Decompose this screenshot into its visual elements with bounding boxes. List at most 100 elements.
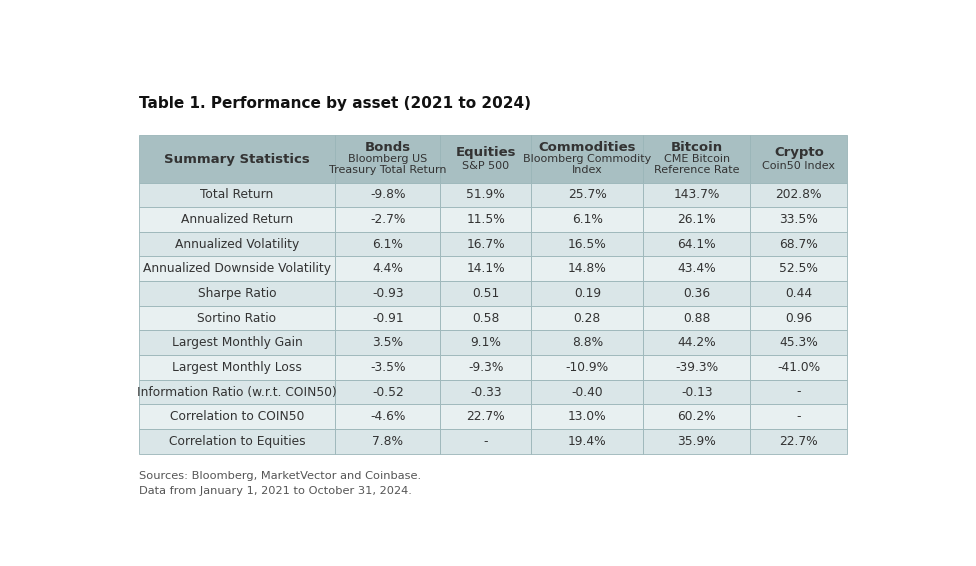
- Text: Largest Monthly Gain: Largest Monthly Gain: [172, 336, 303, 349]
- Text: -0.13: -0.13: [681, 385, 712, 398]
- Bar: [751, 135, 847, 183]
- Text: Total Return: Total Return: [200, 188, 273, 201]
- Bar: [139, 429, 336, 453]
- Text: 0.58: 0.58: [472, 312, 500, 324]
- Text: 25.7%: 25.7%: [568, 188, 607, 201]
- Text: Bloomberg US: Bloomberg US: [348, 154, 427, 164]
- Text: -39.3%: -39.3%: [675, 361, 718, 374]
- Bar: [751, 256, 847, 281]
- Bar: [643, 135, 751, 183]
- Text: Information Ratio (w.r.t. COIN50): Information Ratio (w.r.t. COIN50): [137, 385, 337, 398]
- Text: 0.51: 0.51: [472, 287, 500, 300]
- Text: 6.1%: 6.1%: [372, 238, 403, 251]
- Text: -0.40: -0.40: [572, 385, 603, 398]
- Bar: [531, 281, 643, 306]
- Bar: [531, 306, 643, 331]
- Text: Reference Rate: Reference Rate: [654, 165, 740, 175]
- Bar: [440, 306, 531, 331]
- Bar: [336, 306, 440, 331]
- Text: 16.5%: 16.5%: [568, 238, 607, 251]
- Bar: [643, 207, 751, 232]
- Bar: [531, 256, 643, 281]
- Bar: [751, 281, 847, 306]
- Text: 202.8%: 202.8%: [776, 188, 822, 201]
- Text: -41.0%: -41.0%: [777, 361, 821, 374]
- Text: CME Bitcoin: CME Bitcoin: [664, 154, 730, 164]
- Text: Coin50 Index: Coin50 Index: [762, 161, 835, 170]
- Text: 9.1%: 9.1%: [470, 336, 501, 349]
- Text: -0.91: -0.91: [372, 312, 403, 324]
- Bar: [440, 429, 531, 453]
- Bar: [643, 331, 751, 355]
- Text: Largest Monthly Loss: Largest Monthly Loss: [172, 361, 302, 374]
- Text: Summary Statistics: Summary Statistics: [164, 152, 309, 165]
- Bar: [336, 429, 440, 453]
- Bar: [139, 331, 336, 355]
- Bar: [643, 306, 751, 331]
- Text: 3.5%: 3.5%: [372, 336, 403, 349]
- Bar: [139, 232, 336, 256]
- Bar: [751, 306, 847, 331]
- Text: -: -: [796, 385, 801, 398]
- Text: 22.7%: 22.7%: [467, 410, 505, 423]
- Bar: [751, 183, 847, 207]
- Text: Commodities: Commodities: [539, 141, 636, 154]
- Bar: [139, 207, 336, 232]
- Text: 0.36: 0.36: [683, 287, 711, 300]
- Text: Annualized Volatility: Annualized Volatility: [175, 238, 299, 251]
- Text: 0.88: 0.88: [683, 312, 711, 324]
- Text: Sharpe Ratio: Sharpe Ratio: [198, 287, 276, 300]
- Bar: [531, 355, 643, 380]
- Bar: [531, 429, 643, 453]
- Bar: [751, 232, 847, 256]
- Text: 44.2%: 44.2%: [677, 336, 716, 349]
- Bar: [751, 404, 847, 429]
- Bar: [751, 380, 847, 404]
- Bar: [440, 380, 531, 404]
- Bar: [139, 355, 336, 380]
- Text: -9.8%: -9.8%: [370, 188, 405, 201]
- Text: -: -: [796, 410, 801, 423]
- Text: Table 1. Performance by asset (2021 to 2024): Table 1. Performance by asset (2021 to 2…: [139, 96, 531, 112]
- Text: 19.4%: 19.4%: [568, 435, 607, 448]
- Bar: [139, 404, 336, 429]
- Text: Correlation to COIN50: Correlation to COIN50: [170, 410, 305, 423]
- Text: 0.28: 0.28: [574, 312, 601, 324]
- Text: 43.4%: 43.4%: [677, 262, 716, 275]
- Bar: [440, 404, 531, 429]
- Text: 51.9%: 51.9%: [467, 188, 506, 201]
- Text: Index: Index: [572, 165, 603, 175]
- Text: 35.9%: 35.9%: [677, 435, 716, 448]
- Text: 33.5%: 33.5%: [780, 213, 818, 226]
- Bar: [139, 281, 336, 306]
- Text: 64.1%: 64.1%: [677, 238, 716, 251]
- Bar: [751, 207, 847, 232]
- Bar: [336, 404, 440, 429]
- Bar: [531, 232, 643, 256]
- Bar: [336, 232, 440, 256]
- Bar: [336, 331, 440, 355]
- Bar: [531, 183, 643, 207]
- Bar: [643, 355, 751, 380]
- Bar: [139, 306, 336, 331]
- Text: Equities: Equities: [456, 146, 516, 159]
- Text: S&P 500: S&P 500: [463, 161, 509, 170]
- Bar: [336, 355, 440, 380]
- Text: -0.33: -0.33: [469, 385, 502, 398]
- Bar: [531, 404, 643, 429]
- Text: 7.8%: 7.8%: [372, 435, 403, 448]
- Bar: [643, 256, 751, 281]
- Text: 6.1%: 6.1%: [572, 213, 603, 226]
- Text: 52.5%: 52.5%: [780, 262, 818, 275]
- Bar: [440, 183, 531, 207]
- Text: 45.3%: 45.3%: [780, 336, 818, 349]
- Bar: [139, 183, 336, 207]
- Text: Bitcoin: Bitcoin: [671, 141, 723, 154]
- Bar: [440, 207, 531, 232]
- Text: 26.1%: 26.1%: [677, 213, 716, 226]
- Text: Annualized Downside Volatility: Annualized Downside Volatility: [143, 262, 331, 275]
- Bar: [643, 380, 751, 404]
- Text: Bloomberg Commodity: Bloomberg Commodity: [523, 154, 651, 164]
- Bar: [751, 355, 847, 380]
- Bar: [440, 355, 531, 380]
